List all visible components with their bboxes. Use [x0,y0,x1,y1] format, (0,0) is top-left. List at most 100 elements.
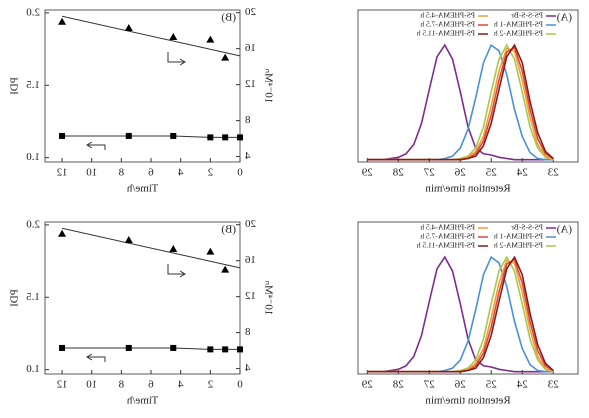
y2-tick-label: 2.0 [26,218,40,230]
trend-line [61,15,241,57]
legend-label: PS-PHEMA-7.5 h [420,20,475,29]
panel-title: (B) [221,224,236,236]
mn-point [169,32,178,40]
pdi-point [125,344,132,351]
legend-label: PS-PHEMA-7.5 h [420,232,475,241]
mn-point [58,229,67,237]
x-tick-label: 23 [547,167,559,179]
y-tick-label: 16 [245,42,257,54]
pdi-point [237,134,243,141]
pdi-point [222,346,229,353]
panel-title: (A) [556,12,572,24]
mn-point [206,35,215,43]
x-tick-label: 10 [86,379,98,391]
x-axis-label: Retention time/min [425,395,511,407]
y2-tick-label: 2.0 [26,6,40,18]
y-axis-label: 10⁻⁴Mₙ [262,69,274,104]
y2-tick-label: 1.5 [26,291,40,303]
y-tick-label: 20 [245,6,257,18]
mn-point [124,235,133,243]
legend-label: PS-PHEMA-2 h [494,241,543,250]
legend-label: PS-S-S-Br [511,11,543,20]
y-tick-label: 16 [245,254,257,266]
legend-label: PS-PHEMA-1 h [494,20,543,29]
x-tick-label: 0 [237,379,243,391]
arrow [167,52,186,66]
plot-frame [357,221,579,375]
panel-title: (A) [556,224,572,236]
y-tick-label: 4 [245,150,251,162]
mn-point [221,265,230,273]
gpc-curve [367,255,554,373]
mn-point [58,17,67,25]
x-tick-label: 29 [361,379,373,391]
y-tick-label: 8 [245,326,251,338]
x-tick-label: 8 [118,167,124,179]
pdi-point [170,344,177,351]
mn-point [124,23,133,31]
legend-label: PS-PHEMA-2 h [494,29,543,38]
pdi-point [207,346,214,353]
legend-label: PS-PHEMA-1 h [494,232,543,241]
x-tick-label: 28 [392,379,404,391]
legend-label: PS-PHEMA-4.5 h [420,11,475,20]
x-axis-label: Retention time/min [425,183,511,195]
x-tick-label: 0 [237,167,243,179]
x-tick-label: 4 [177,167,183,179]
x-tick-label: 2 [208,379,214,391]
y-tick-label: 8 [245,114,251,126]
x-axis-label: Time/h [126,183,158,195]
gpc-curve [367,43,554,161]
x-tick-label: 6 [148,167,154,179]
arrow [86,353,106,362]
y2-tick-label: 1.0 [26,151,40,163]
pdi-point [170,132,177,139]
mn-point [221,53,230,61]
pdi-point [59,132,66,139]
gpc-curve [367,43,554,161]
plot-frame [44,221,241,375]
legend-label: PS-PHEMA-11.5 h [417,29,475,38]
pdi-point [125,132,132,139]
x-tick-label: 12 [57,167,68,179]
x-tick-label: 2 [208,167,214,179]
y2-axis-label: PDI [9,77,21,95]
mn-point [206,247,215,255]
x-tick-label: 12 [57,379,68,391]
x-tick-label: 24 [516,167,528,179]
x-tick-label: 8 [118,379,124,391]
x-tick-label: 28 [392,167,404,179]
y-tick-label: 12 [245,78,256,90]
x-tick-label: 27 [423,167,435,179]
mn-point [169,244,178,252]
y-tick-label: 4 [245,362,251,374]
legend-label: PS-S-S-Br [511,223,543,232]
x-tick-label: 24 [516,379,528,391]
legend-label: PS-PHEMA-4.5 h [420,223,475,232]
arrow [167,264,186,278]
x-tick-label: 23 [547,379,559,391]
panel-title: (B) [221,12,236,24]
x-tick-label: 25 [485,379,497,391]
trend-line [61,227,241,269]
pdi-point [237,346,243,353]
x-tick-label: 25 [485,167,497,179]
y-axis-label: 10⁻⁴Mₙ [262,281,274,316]
legend-label: PS-PHEMA-11.5 h [417,241,475,250]
pdi-point [222,134,229,141]
y2-tick-label: 1.5 [26,79,40,91]
y-tick-label: 20 [245,218,257,230]
x-tick-label: 6 [148,379,154,391]
plot-frame [44,9,241,163]
y-tick-label: 12 [245,290,256,302]
x-tick-label: 10 [86,167,98,179]
pdi-point [59,344,66,351]
x-tick-label: 26 [454,379,466,391]
y2-tick-label: 1.0 [26,363,40,375]
pdi-point [207,134,214,141]
plot-frame [357,9,579,163]
x-axis-label: Time/h [126,395,158,407]
x-tick-label: 26 [454,167,466,179]
